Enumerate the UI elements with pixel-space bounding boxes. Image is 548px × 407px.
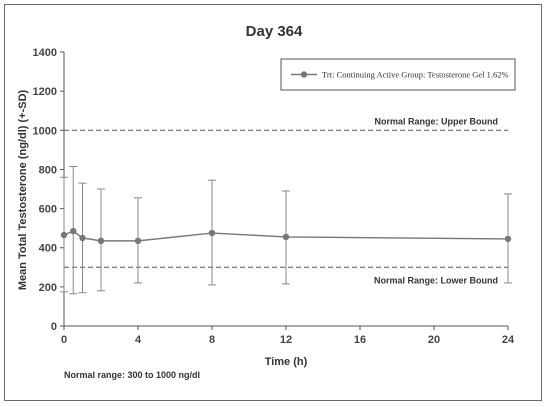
y-tick-label: 1000 [33,125,57,137]
y-tick-label: 800 [39,164,57,176]
series-layer [60,165,512,295]
upper-bound-label: Normal Range: Upper Bound [374,116,498,126]
y-tick-label: 200 [39,282,57,294]
data-point [134,237,142,245]
x-tick-label: 4 [135,334,142,346]
legend: Trt: Continuing Active Group: Testostero… [280,58,516,91]
normal-range-footnote: Normal range: 300 to 1000 ng/dl [64,370,200,380]
y-tick-label: 0 [51,321,57,333]
y-tick-label: 1200 [33,86,57,98]
x-tick-label: 16 [354,334,366,346]
legend-box [280,58,516,91]
x-tick-label: 20 [428,334,440,346]
chart-title: Day 364 [246,23,303,40]
legend-marker-swatch [300,71,308,78]
data-point [79,234,86,242]
x-tick-label: 8 [209,334,215,346]
y-tick-label: 400 [39,243,57,255]
data-point [282,233,290,241]
x-axis-title: Time (h) [265,356,308,368]
lower-bound-label: Normal Range: Lower Bound [374,275,498,285]
y-tick-label: 1400 [33,47,57,59]
data-point [70,227,77,235]
data-point [60,231,68,239]
y-axis-title: Mean Total Testosterone (ng/dl) (+-SD) [17,89,29,290]
y-tick-label: 600 [39,204,57,216]
x-tick-label: 24 [502,334,515,346]
x-tick-label: 12 [280,334,292,346]
data-point [208,229,216,237]
data-point [504,235,512,243]
axes: 0 200 400 600 800 1000 1200 1400 0 4 8 12 16 20 24 [33,47,515,346]
x-tick-label: 0 [61,334,67,346]
legend-series-label: Trt: Continuing Active Group: Testostero… [322,70,509,80]
data-point [97,237,105,245]
